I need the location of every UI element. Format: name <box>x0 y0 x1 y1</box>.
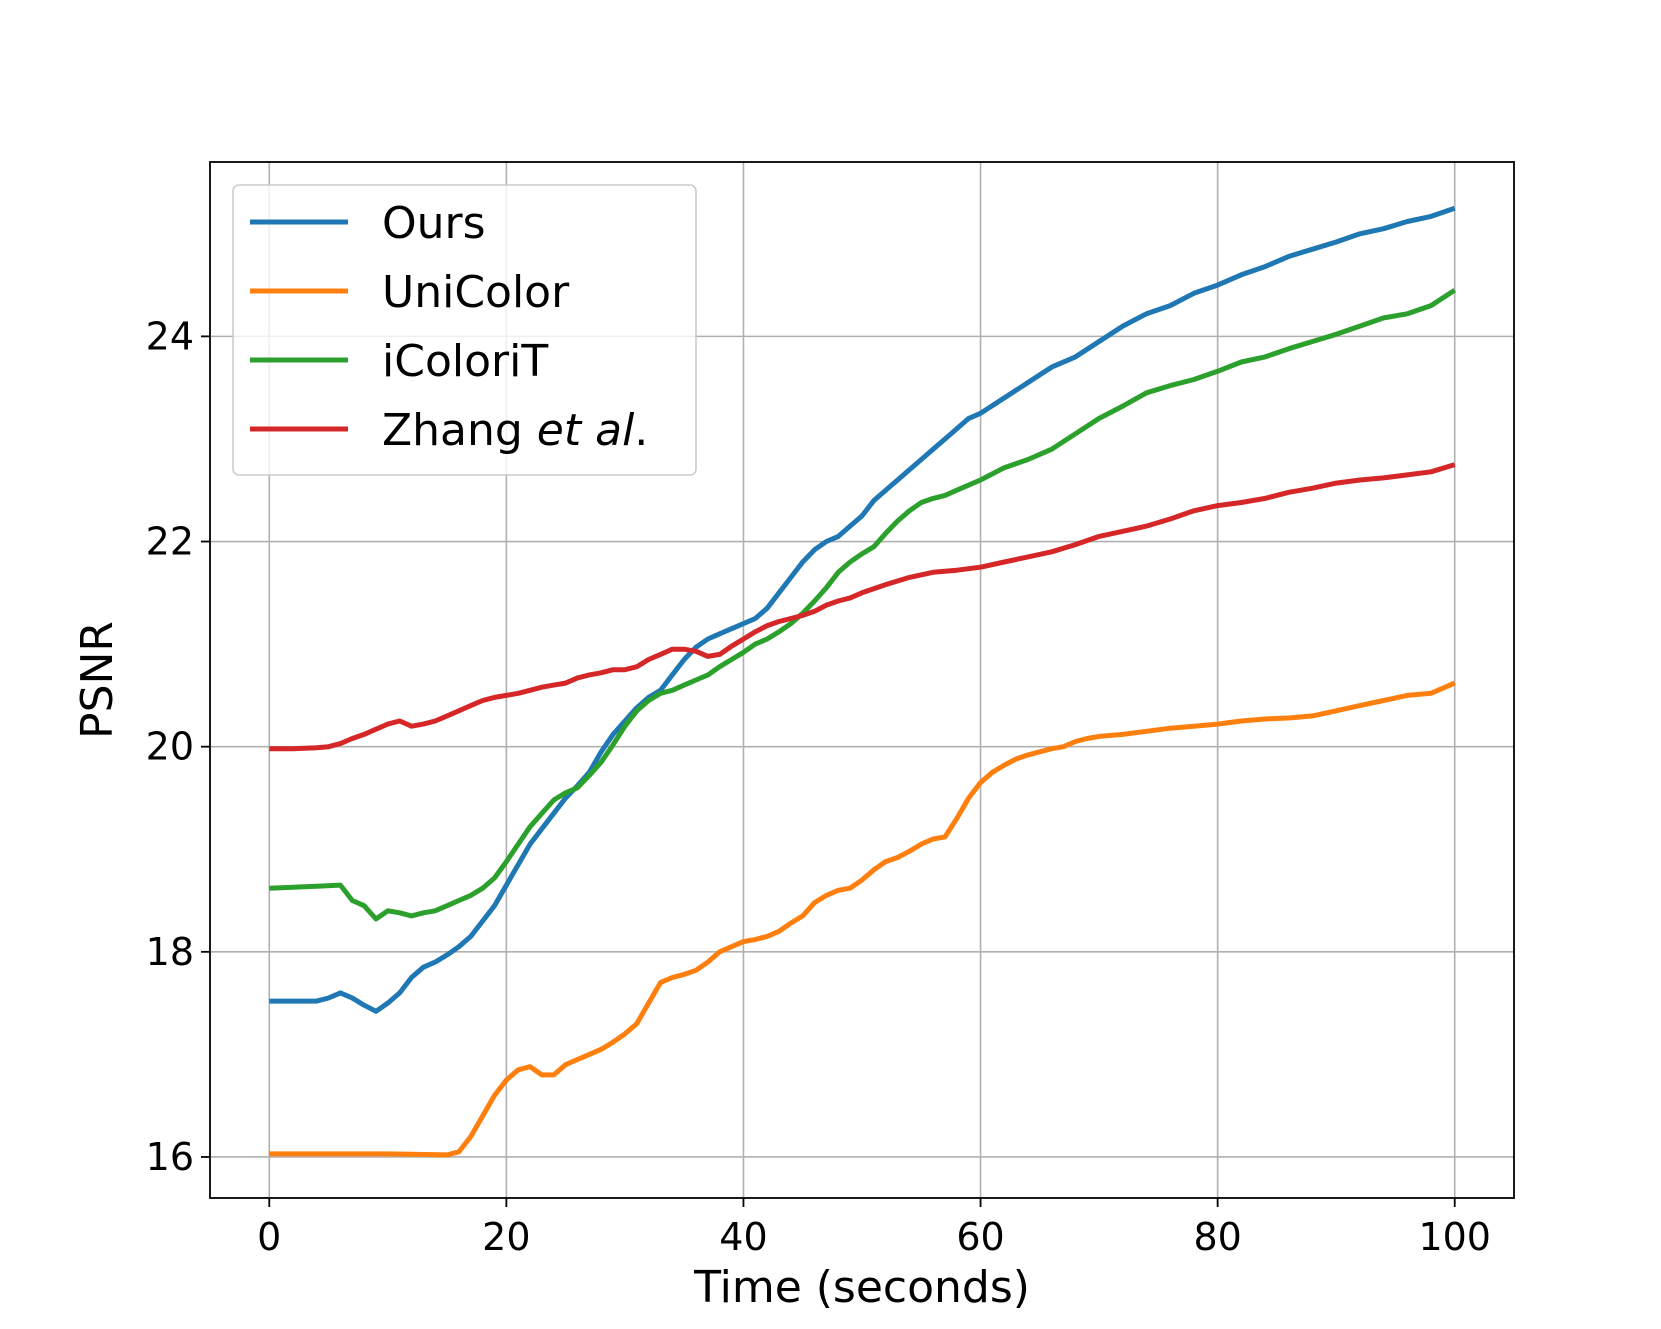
series-line-icolorit <box>269 288 1457 922</box>
series-line-zhang-et-al <box>269 462 1456 752</box>
x-tick-label: 40 <box>719 1215 767 1259</box>
legend-label-part: . <box>634 405 648 456</box>
legend-label: Zhang et al. <box>382 405 648 456</box>
legend-box <box>232 184 697 476</box>
y-tick-label: 18 <box>146 930 194 974</box>
y-tick-label: 22 <box>146 520 194 564</box>
x-axis-label: Time (seconds) <box>693 1262 1030 1313</box>
x-tick-label: 20 <box>482 1215 530 1259</box>
y-tick-label: 24 <box>146 314 194 358</box>
y-tick-label: 20 <box>146 725 194 769</box>
legend-label-part: et al <box>537 405 635 456</box>
x-tick-label: 60 <box>956 1215 1004 1259</box>
x-tick-label: 0 <box>257 1215 281 1259</box>
legend-label: iColoriT <box>382 336 548 387</box>
axis-ticks: 0 20 40 60 80 100 16 18 20 22 24 <box>146 314 1491 1259</box>
y-tick-label: 16 <box>146 1135 194 1179</box>
legend: Ours UniColor iColoriT Zhang et al. <box>232 184 697 476</box>
legend-label: UniColor <box>382 267 570 318</box>
legend-label-part: UniColor <box>382 267 570 318</box>
legend-label-part: Ours <box>382 198 486 249</box>
x-tick-label: 80 <box>1193 1215 1241 1259</box>
legend-label-part: Zhang <box>382 405 537 456</box>
series-line-ours <box>269 205 1456 1014</box>
series-line-unicolor <box>269 680 1456 1158</box>
legend-label: Ours <box>382 198 486 249</box>
plot-frame <box>209 161 1515 1199</box>
x-tick-label: 100 <box>1418 1215 1491 1259</box>
grid <box>210 162 1514 1198</box>
y-axis-label: PSNR <box>72 621 123 739</box>
series-lines <box>269 205 1457 1158</box>
legend-label-part: iColoriT <box>382 336 548 387</box>
